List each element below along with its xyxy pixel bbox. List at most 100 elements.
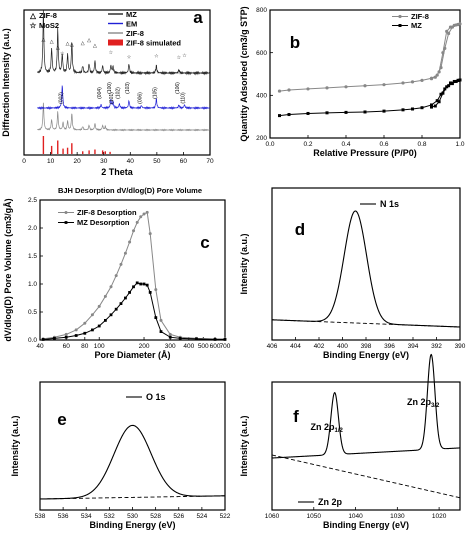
data-point xyxy=(430,105,433,109)
x-tick-label: 538 xyxy=(35,513,46,520)
zif8-peak-marker: △ xyxy=(87,38,91,44)
data-point xyxy=(411,107,414,111)
data-point xyxy=(456,22,460,27)
mos2-peak-marker: ☆ xyxy=(182,53,187,59)
data-point xyxy=(114,307,118,311)
x-tick-label: 0.6 xyxy=(379,141,388,148)
data-point xyxy=(114,274,118,278)
hkl-label: (002) xyxy=(58,92,64,104)
data-point xyxy=(435,73,439,77)
legend-label: ZIF-8 Desorption xyxy=(77,208,137,217)
panel-letter-d: d xyxy=(295,220,305,239)
data-point xyxy=(454,79,458,83)
panel-letter-a: a xyxy=(193,8,203,27)
data-point xyxy=(90,313,94,317)
background-line xyxy=(271,454,461,499)
data-point xyxy=(223,338,227,341)
data-point xyxy=(435,99,439,103)
data-point xyxy=(344,110,348,114)
series-line-em xyxy=(37,85,211,111)
data-point xyxy=(458,78,462,82)
data-point xyxy=(448,25,453,29)
y-tick-label: 600 xyxy=(256,50,267,57)
y-axis-label: Diffraction Intensity (a.u.) xyxy=(1,28,11,137)
data-point xyxy=(287,113,291,117)
x-tick-label: 1040 xyxy=(348,513,363,520)
data-point xyxy=(119,302,123,305)
x-tick-label: 406 xyxy=(267,343,278,350)
legend-label: EM xyxy=(126,20,137,29)
x-tick-label: 70 xyxy=(206,158,214,165)
zif8-peak-marker: △ xyxy=(50,39,54,45)
marker-legend-symbol: △ xyxy=(29,11,37,20)
y-tick-label: 800 xyxy=(256,7,267,14)
data-point xyxy=(447,31,451,36)
data-point xyxy=(443,87,447,91)
data-point xyxy=(74,334,78,337)
x-tick-label: 0.0 xyxy=(265,141,274,148)
plot-frame-xps-4 xyxy=(39,381,226,511)
data-point xyxy=(452,23,456,27)
data-point xyxy=(168,332,172,336)
x-tick-label: 1060 xyxy=(265,513,280,520)
legend-label: MZ Desorption xyxy=(77,218,130,227)
data-point xyxy=(41,338,45,341)
hkl-label: (110) xyxy=(180,92,186,104)
mos2-peak-marker: ☆ xyxy=(127,55,132,61)
x-tick-label: 404 xyxy=(290,343,301,350)
data-point xyxy=(447,84,451,88)
data-point xyxy=(452,79,456,83)
data-point xyxy=(53,336,56,340)
data-point xyxy=(449,81,452,85)
data-point xyxy=(97,304,101,308)
mos2-peak-marker: ☆ xyxy=(109,50,114,56)
data-point xyxy=(278,114,281,118)
x-tick-label: 528 xyxy=(150,513,161,520)
x-tick-label: 0.4 xyxy=(341,141,350,148)
x-tick-label: 534 xyxy=(81,513,92,520)
x-tick-label: 600 xyxy=(210,343,221,350)
legend-label: Zn 2p xyxy=(318,497,343,507)
y-tick-label: 0.0 xyxy=(28,337,37,344)
legend-label: ZIF-8 xyxy=(126,29,144,38)
y-tick-label: 2.0 xyxy=(28,225,37,232)
y-tick-label: 1.0 xyxy=(28,281,37,288)
data-point xyxy=(128,240,132,244)
peak-label: Zn 2p1/2 xyxy=(310,422,343,434)
y-tick-label: 200 xyxy=(256,135,267,142)
series-line-mz xyxy=(36,10,211,76)
x-axis-label: Binding Energy (eV) xyxy=(89,520,175,530)
x-tick-label: 20 xyxy=(74,158,82,165)
series-line xyxy=(43,282,225,340)
data-point xyxy=(430,103,433,107)
mos2-peak-marker: ☆ xyxy=(154,53,159,59)
data-point xyxy=(420,78,424,82)
x-tick-label: 536 xyxy=(58,513,69,520)
peak-label-sub: 3/2 xyxy=(431,403,440,409)
data-point xyxy=(135,220,139,224)
plot-frame-xps-3 xyxy=(271,187,461,341)
legend-label: MZ xyxy=(126,10,137,19)
data-point xyxy=(97,324,101,328)
data-point xyxy=(103,294,107,298)
data-point xyxy=(159,330,163,333)
series-line xyxy=(43,211,225,340)
zif8-peak-marker: △ xyxy=(70,42,74,48)
x-tick-label: 40 xyxy=(36,343,44,350)
data-point xyxy=(148,232,152,236)
data-point xyxy=(363,84,367,88)
data-point xyxy=(456,78,460,82)
x-tick-label: 60 xyxy=(180,158,188,165)
data-point xyxy=(401,81,405,85)
hkl-label: (100) xyxy=(107,82,113,94)
data-point xyxy=(154,288,158,292)
data-point xyxy=(135,281,139,285)
data-point xyxy=(178,336,182,340)
legend-marker xyxy=(398,14,402,19)
panel-letter-f: f xyxy=(293,407,299,426)
x-tick-label: 400 xyxy=(337,343,348,350)
x-axis-label: Binding Energy (eV) xyxy=(323,520,409,530)
x-axis-label: Relative Pressure (P/P0) xyxy=(313,148,417,158)
